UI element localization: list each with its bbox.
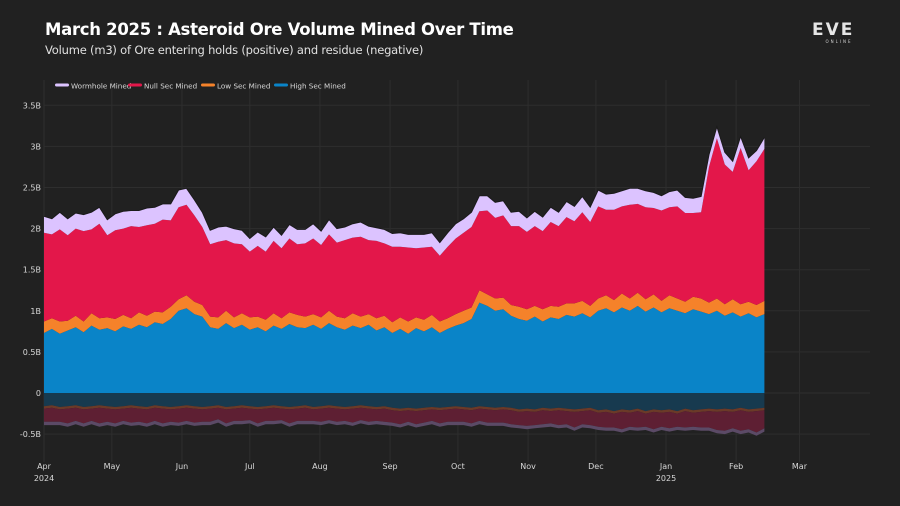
y-tick-label: 2B	[30, 225, 41, 234]
legend-label: Wormhole Mined	[71, 81, 131, 90]
x-axis-ticks: Apr 2024 May Jun Jul Aug Sep Oct Nov Dec Jan 2025 Fe…	[34, 462, 808, 483]
logo-sub-text: ONLINE	[825, 39, 853, 44]
legend-label: Low Sec Mined	[217, 81, 270, 90]
y-tick-label: 0.5B	[23, 348, 41, 357]
area-null-sec-mined	[44, 138, 765, 323]
area-high-sec-mined	[44, 302, 765, 393]
legend-swatch	[274, 83, 288, 87]
x-tick-label: Feb	[729, 462, 743, 471]
y-tick-label: 2.5B	[23, 184, 41, 193]
y-axis-ticks: -0.5B 0 0.5B 1B 1.5B 2B 2.5B 3B 3.5B	[20, 101, 41, 439]
x-tick-label: Oct	[451, 462, 465, 471]
legend-swatch	[55, 83, 69, 87]
x-tick-label: Jun	[175, 462, 189, 471]
x-tick-label: May	[104, 462, 121, 471]
y-tick-label: 3.5B	[23, 101, 41, 110]
chart-subtitle: Volume (m3) of Ore entering holds (posit…	[45, 43, 424, 57]
x-tick-label: Apr	[37, 462, 52, 471]
legend-swatch	[201, 83, 215, 87]
logo-main-text: EVE	[812, 20, 855, 40]
eve-online-logo: EVE ONLINE	[812, 20, 866, 45]
total-outline	[43, 124, 765, 244]
x-tick-label: Aug	[312, 462, 328, 471]
x-tick-label: Jul	[244, 462, 255, 471]
y-tick-label: 1B	[30, 307, 41, 316]
legend-item-null-sec-mined[interactable]: Null Sec Mined	[128, 81, 197, 90]
y-tick-label: 3B	[30, 142, 41, 151]
area-series	[43, 124, 765, 436]
x-tick-year-label: 2025	[656, 474, 676, 483]
area-null-sec-residue	[44, 407, 765, 433]
area-low-sec-mined	[44, 290, 765, 334]
legend: Wormhole Mined Null Sec Mined Low Sec Mine…	[55, 81, 346, 90]
legend-label: Null Sec Mined	[144, 81, 197, 90]
x-tick-label: Mar	[792, 462, 808, 471]
legend-item-wormhole-mined[interactable]: Wormhole Mined	[55, 81, 131, 90]
legend-item-high-sec-mined[interactable]: High Sec Mined	[274, 81, 346, 90]
legend-swatch	[128, 83, 142, 87]
y-tick-label: 1.5B	[23, 266, 41, 275]
y-tick-label: -0.5B	[20, 430, 41, 439]
x-tick-year-label: 2024	[34, 474, 54, 483]
legend-item-low-sec-mined[interactable]: Low Sec Mined	[201, 81, 270, 90]
x-tick-label: Dec	[588, 462, 603, 471]
chart-title: March 2025 : Asteroid Ore Volume Mined O…	[45, 20, 514, 39]
y-tick-label: 0	[36, 389, 41, 398]
area-wormhole-residue	[44, 419, 765, 436]
legend-label: High Sec Mined	[290, 81, 346, 90]
x-tick-label: Sep	[383, 462, 398, 471]
area-low-sec-residue	[44, 405, 765, 414]
x-tick-label: Jan	[659, 462, 672, 471]
x-tick-label: Nov	[520, 462, 536, 471]
area-high-sec-residue	[44, 393, 765, 412]
